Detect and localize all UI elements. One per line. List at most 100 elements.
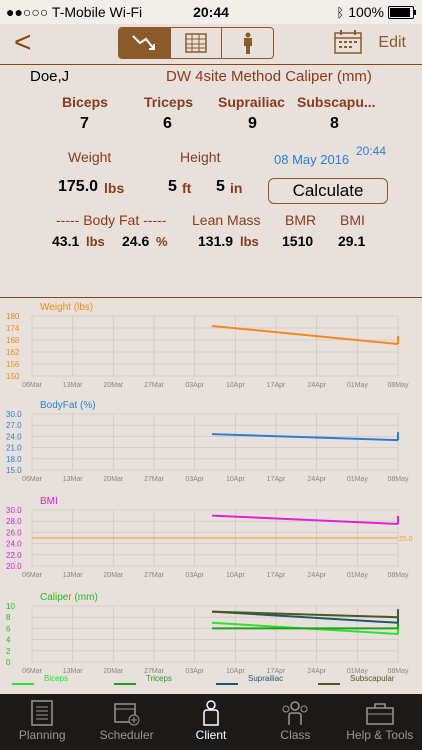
x-tick-label: 20Mar (103, 382, 124, 389)
x-tick-label: 01May (347, 668, 369, 675)
tab-client[interactable]: Client (169, 694, 253, 750)
bmr-label: BMR (285, 212, 317, 228)
bodyfat-label: ----- Body Fat ----- (56, 212, 167, 228)
x-tick-label: 01May (347, 476, 369, 483)
chart-view-button[interactable] (119, 28, 171, 58)
y-tick-label: 18.0 (6, 455, 22, 464)
back-button[interactable]: < (14, 26, 32, 59)
x-tick-label: 17Apr (267, 476, 286, 483)
tab-help-tools[interactable]: Help & Tools (338, 694, 422, 750)
x-tick-label: 27Mar (144, 572, 165, 579)
site-label-triceps: Triceps (144, 94, 194, 110)
fat-pct-value: 24.6 (122, 233, 150, 249)
series-line (211, 325, 399, 345)
body-view-button[interactable] (222, 28, 273, 58)
site-value-triceps[interactable]: 6 (163, 115, 172, 132)
leanmass-value: 131.9 (198, 233, 234, 249)
table-view-button[interactable] (171, 28, 223, 58)
status-time: 20:44 (193, 4, 229, 20)
chart-trend-icon (132, 35, 156, 50)
legend-label: Biceps (44, 674, 68, 683)
tab-class[interactable]: Class (253, 694, 337, 750)
x-tick-label: 17Apr (267, 572, 286, 579)
x-tick-label: 08May (387, 572, 409, 579)
y-tick-label: 30.0 (6, 506, 22, 515)
y-tick-label: 156 (6, 360, 20, 369)
height-label: Height (180, 149, 221, 165)
edit-button[interactable]: Edit (378, 34, 406, 51)
x-tick-label: 10Apr (226, 668, 245, 675)
y-tick-label: 10 (6, 602, 15, 611)
body-figure-icon (243, 32, 252, 54)
planning-icon (31, 700, 53, 726)
x-tick-label: 10Apr (226, 572, 245, 579)
height-feet-value[interactable]: 5 (168, 178, 177, 195)
x-tick-label: 27Mar (144, 476, 165, 483)
measurement-time[interactable]: 20:44 (356, 144, 387, 158)
tab-label: Scheduler (99, 728, 154, 742)
divider (0, 64, 422, 65)
battery-fill (390, 7, 410, 17)
y-tick-label: 4 (6, 636, 11, 645)
carrier: ●●○○○ T-Mobile Wi-Fi (6, 4, 143, 20)
weight-value[interactable]: 175.0 (58, 178, 99, 195)
client-name: Doe,J (30, 68, 70, 85)
site-value-suprailiac[interactable]: 9 (248, 115, 257, 132)
leanmass-label: Lean Mass (192, 212, 261, 228)
bmi-label: BMI (340, 212, 365, 228)
method-title[interactable]: DW 4site Method Caliper (mm) (166, 68, 372, 85)
y-tick-label: 162 (6, 348, 20, 357)
scheduler-icon (113, 703, 140, 726)
y-tick-label: 8 (6, 613, 11, 622)
y-tick-label: 2 (6, 647, 11, 656)
x-tick-label: 03Apr (185, 572, 204, 579)
x-tick-label: 01May (347, 572, 369, 579)
y-tick-label: 20.0 (6, 562, 22, 571)
bmr-value: 1510 (282, 233, 314, 249)
bmi-value: 29.1 (338, 233, 366, 249)
y-tick-label: 150 (6, 372, 20, 381)
site-label-suprailiac: Suprailiac (218, 94, 285, 110)
site-value-biceps[interactable]: 7 (80, 115, 89, 132)
toolbox-icon (366, 703, 394, 725)
x-tick-label: 27Mar (144, 668, 165, 675)
x-tick-label: 27Mar (144, 382, 165, 389)
y-tick-label: 27.0 (6, 421, 22, 430)
x-tick-label: 13Mar (63, 476, 84, 483)
y-tick-label: 30.0 (6, 410, 22, 419)
x-tick-label: 13Mar (63, 572, 84, 579)
chart-title: BMI (40, 496, 58, 507)
x-tick-label: 24Apr (307, 476, 326, 483)
series-line (212, 610, 399, 619)
x-tick-label: 06Mar (22, 382, 43, 389)
y-tick-label: 168 (6, 336, 20, 345)
tab-scheduler[interactable]: Scheduler (84, 694, 168, 750)
y-tick-label: 6 (6, 624, 11, 633)
x-tick-label: 20Mar (103, 476, 124, 483)
measurement-date[interactable]: 08 May 2016 (274, 152, 350, 167)
x-tick-label: 20Mar (103, 668, 124, 675)
x-tick-label: 10Apr (226, 476, 245, 483)
calendar-icon (334, 30, 362, 54)
calendar-button[interactable] (334, 30, 362, 59)
x-tick-label: 01May (347, 382, 369, 389)
x-tick-label: 03Apr (185, 668, 204, 675)
feet-unit: ft (182, 180, 192, 196)
chart-title: BodyFat (%) (40, 400, 96, 411)
y-tick-label: 21.0 (6, 444, 22, 453)
y-tick-label: 22.0 (6, 551, 22, 560)
legend-label: Suprailiac (248, 674, 283, 683)
y-tick-label: 180 (6, 312, 20, 321)
series-line (212, 514, 399, 525)
height-inches-value[interactable]: 5 (216, 178, 225, 195)
site-label-biceps: Biceps (62, 94, 108, 110)
calculate-button[interactable]: Calculate (268, 178, 388, 204)
x-tick-label: 08May (387, 382, 409, 389)
y-tick-label: 24.0 (6, 540, 22, 549)
y-tick-label: 174 (6, 324, 20, 333)
tab-planning[interactable]: Planning (0, 694, 84, 750)
battery-percent: 100% (348, 4, 384, 20)
site-value-subscapular[interactable]: 8 (330, 115, 339, 132)
x-tick-label: 20Mar (103, 572, 124, 579)
fat-lbs-value: 43.1 (52, 233, 80, 249)
